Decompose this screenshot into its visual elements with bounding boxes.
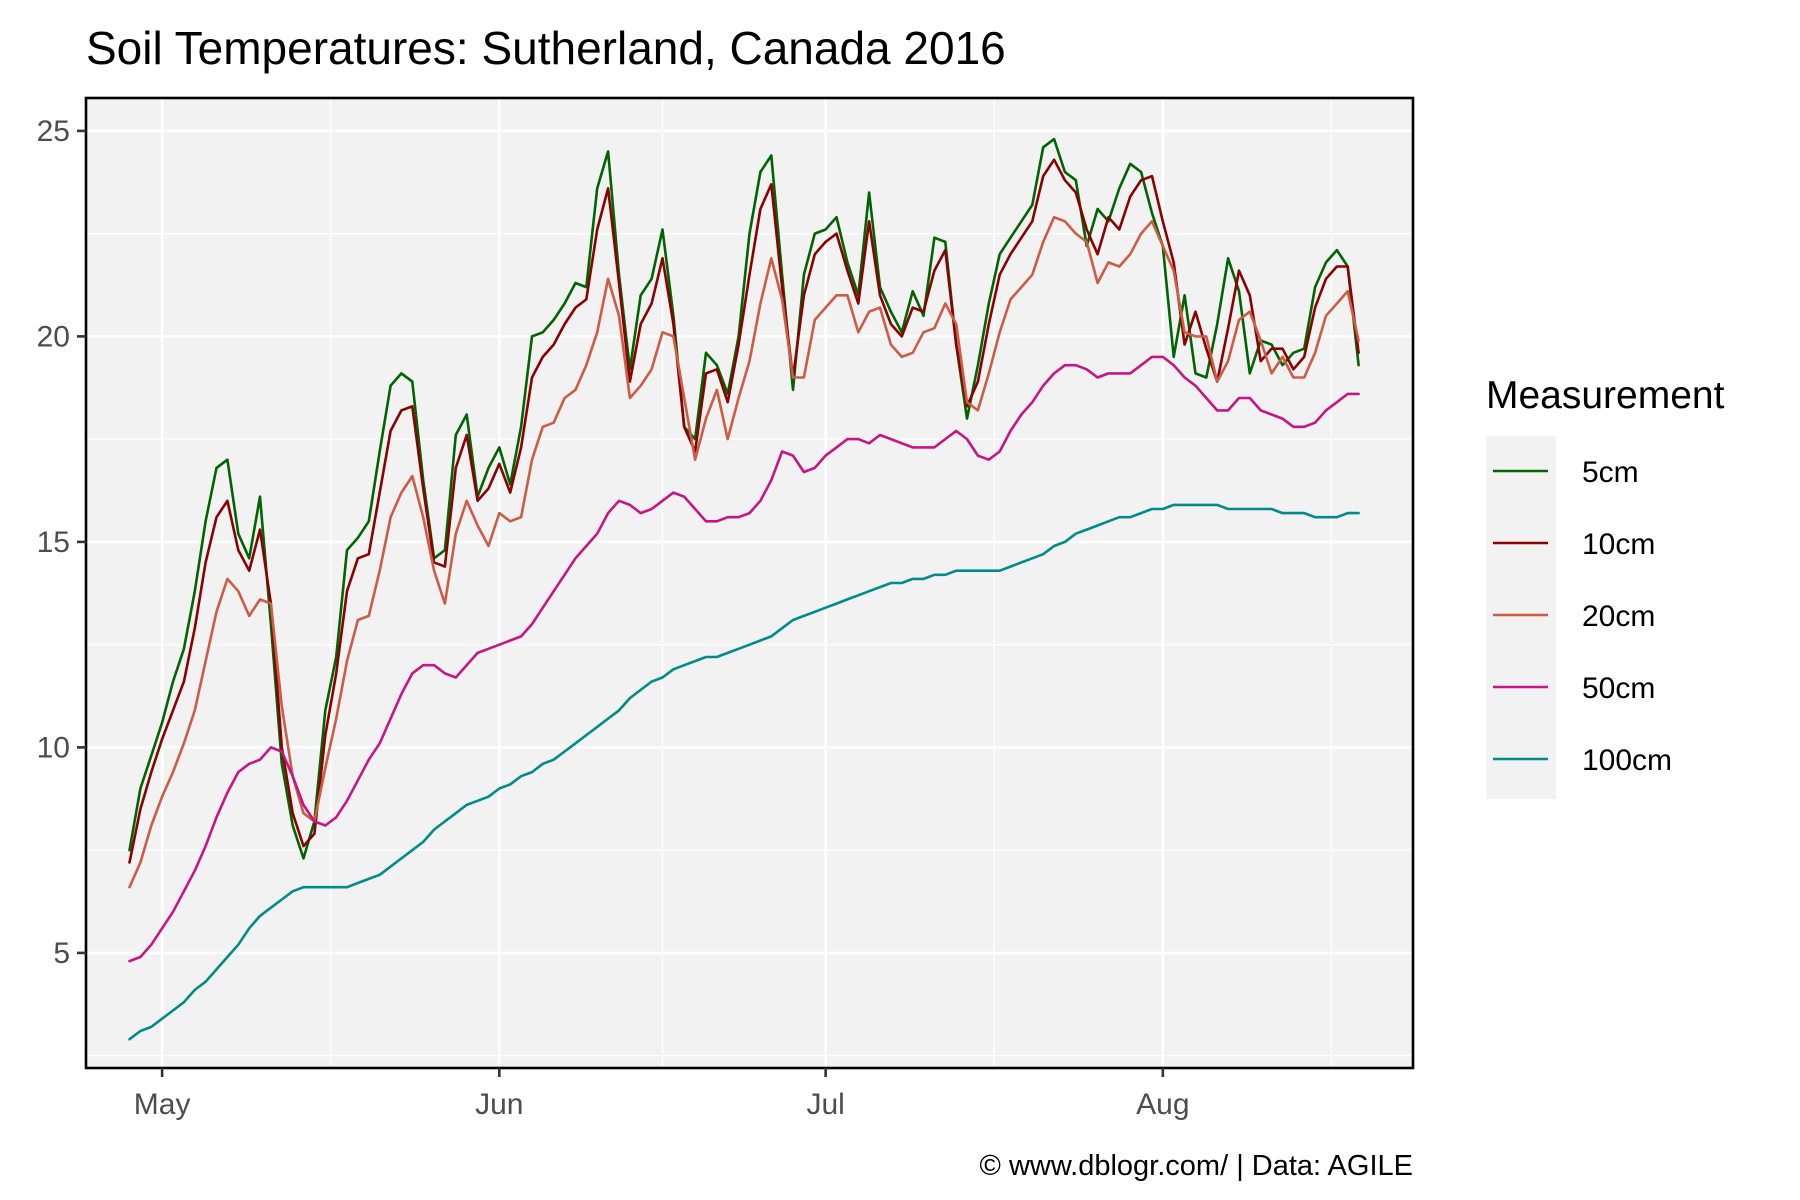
series-line-20cm	[128, 215, 1360, 889]
legend-items: 5cm 10cm 20cm 50cm 100cm	[1493, 456, 1672, 777]
x-axis: May Jun Jul Aug	[134, 1068, 1190, 1121]
x-tick-label: May	[134, 1088, 191, 1121]
y-tick-label: 5	[53, 937, 70, 970]
series-line-50cm	[128, 355, 1360, 963]
legend-label: 50cm	[1582, 672, 1655, 705]
caption: © www.dblogr.com/ | Data: AGILE	[980, 1150, 1413, 1182]
y-tick-label: 20	[37, 320, 70, 353]
legend-title: Measurement	[1486, 374, 1725, 417]
legend-label: 20cm	[1582, 600, 1655, 633]
legend-label: 100cm	[1582, 744, 1672, 777]
legend-key-background	[1486, 436, 1556, 799]
y-tick-label: 10	[37, 731, 70, 764]
x-tick-label: Jul	[806, 1088, 844, 1121]
legend: Measurement 5cm 10cm 20cm 50cm 100cm	[1486, 374, 1725, 799]
x-tick-label: Jun	[475, 1088, 523, 1121]
legend-label: 5cm	[1582, 456, 1639, 489]
y-axis: 5 10 15 20 25	[37, 115, 86, 970]
series-lines	[128, 137, 1360, 1041]
series-line-10cm	[128, 158, 1360, 864]
plot-panel-border	[84, 96, 1415, 1070]
series-line-100cm	[128, 503, 1360, 1041]
chart-title: Soil Temperatures: Sutherland, Canada 20…	[86, 22, 1006, 74]
major-gridlines	[86, 98, 1413, 1068]
x-tick-label: Aug	[1136, 1088, 1189, 1121]
y-tick-label: 25	[37, 115, 70, 148]
series-line-5cm	[128, 137, 1360, 860]
y-tick-label: 15	[37, 526, 70, 559]
legend-label: 10cm	[1582, 528, 1655, 561]
plot-panel	[86, 98, 1413, 1068]
